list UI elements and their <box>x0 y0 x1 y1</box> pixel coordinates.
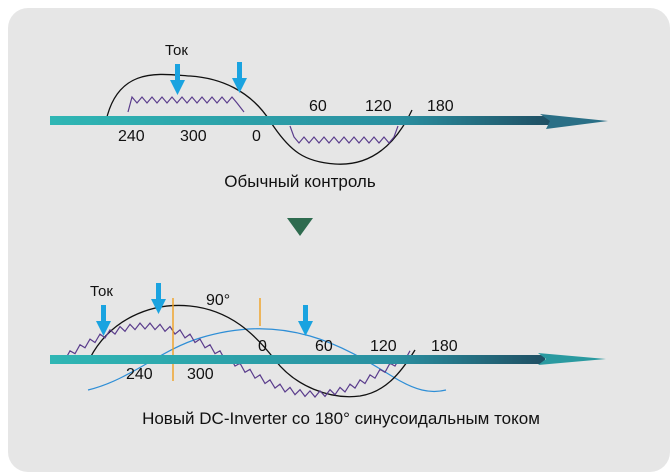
top-angle-label-60: 60 <box>309 98 327 115</box>
down-arrow-icon <box>298 305 313 336</box>
top-angle-label-300: 300 <box>180 128 207 145</box>
top-current-label: Ток <box>165 42 188 59</box>
bottom-caption: Новый DC-Inverter со 180° синусоидальным… <box>142 409 540 428</box>
bottom-phase-label: 90° <box>206 292 231 309</box>
down-arrow-icon <box>170 64 185 95</box>
diagram-panel <box>8 8 670 472</box>
top-diagram <box>50 62 608 165</box>
down-triangle-icon <box>287 218 313 236</box>
down-arrow-icon <box>151 283 166 314</box>
top-axis-bar <box>50 116 550 125</box>
bottom-diagram <box>50 283 606 398</box>
bottom-current-waveform <box>59 322 411 398</box>
bottom-angle-label-60: 60 <box>315 338 333 355</box>
bottom-angle-label-180: 180 <box>431 338 458 355</box>
top-angle-label-180: 180 <box>427 98 454 115</box>
bottom-angle-label-240: 240 <box>126 366 153 383</box>
top-caption: Обычный контроль <box>224 172 376 191</box>
top-angle-label-0: 0 <box>252 128 261 145</box>
down-arrow-icon <box>96 305 111 336</box>
bottom-angle-label-120: 120 <box>370 338 397 355</box>
bottom-angle-label-0: 0 <box>258 338 267 355</box>
top-angle-label-120: 120 <box>365 98 392 115</box>
top-current-waveform-positive <box>127 95 245 113</box>
down-arrow-icon <box>232 62 247 93</box>
bottom-angle-label-300: 300 <box>187 366 214 383</box>
top-angle-label-240: 240 <box>118 128 145 145</box>
bottom-current-label: Ток <box>90 283 113 300</box>
bottom-axis-bar <box>50 355 545 364</box>
top-current-waveform-negative <box>289 125 399 144</box>
top-axis-arrowhead <box>540 114 608 129</box>
bottom-axis-arrowhead <box>538 353 606 365</box>
